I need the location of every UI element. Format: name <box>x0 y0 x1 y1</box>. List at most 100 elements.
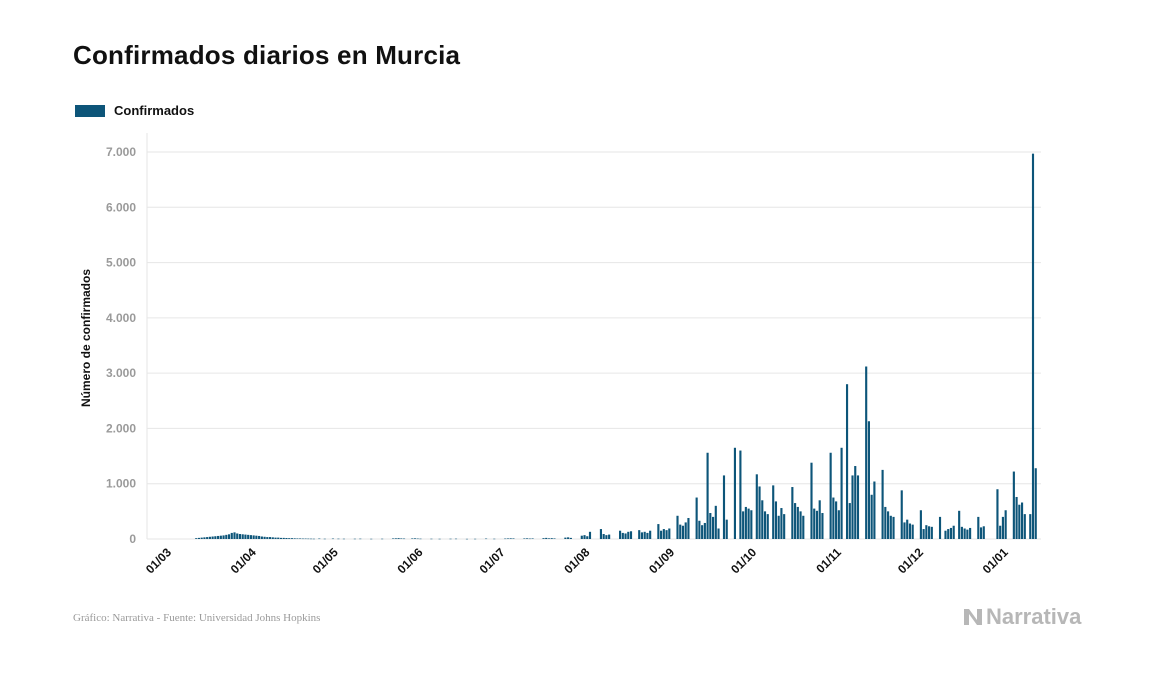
bar <box>640 532 644 539</box>
bar <box>526 538 529 539</box>
bar <box>318 538 321 540</box>
bar <box>982 526 985 539</box>
bar <box>222 535 225 539</box>
bar <box>449 538 452 540</box>
bar <box>1018 504 1021 539</box>
bar <box>911 524 914 539</box>
bar <box>504 538 507 540</box>
bar <box>665 530 668 539</box>
bar <box>709 513 712 539</box>
bar <box>195 538 198 539</box>
x-tick-label: 01/11 <box>813 545 844 576</box>
bar <box>219 535 222 539</box>
narrativa-logo-icon <box>964 609 982 625</box>
x-tick-label: 01/09 <box>646 545 677 576</box>
bar <box>359 538 362 540</box>
bar <box>523 538 526 539</box>
bar <box>236 533 239 539</box>
bar <box>312 538 315 540</box>
bar <box>884 506 887 539</box>
bar <box>952 525 955 539</box>
bar <box>217 535 220 539</box>
bar <box>638 530 641 539</box>
bar <box>802 515 805 539</box>
bar <box>960 526 963 539</box>
bar <box>337 538 340 540</box>
y-tick-label: 1.000 <box>106 477 136 491</box>
bar <box>854 466 857 539</box>
bar <box>197 537 201 539</box>
bar <box>206 537 209 539</box>
bar <box>263 536 266 539</box>
bar <box>717 528 720 539</box>
bar <box>258 535 261 539</box>
bar <box>818 500 821 539</box>
bar <box>840 447 843 539</box>
bar <box>1023 514 1026 539</box>
bar <box>887 511 890 539</box>
bar <box>774 501 778 539</box>
bar <box>304 538 307 540</box>
bar <box>761 500 764 539</box>
bar <box>681 525 685 539</box>
bar <box>629 531 633 539</box>
bar <box>821 513 824 539</box>
bar <box>1015 496 1018 539</box>
bar <box>829 452 832 539</box>
bar <box>695 497 698 539</box>
bar <box>247 534 250 539</box>
bar <box>963 528 966 539</box>
bar <box>649 530 652 539</box>
bar <box>509 538 512 539</box>
bar <box>567 537 570 539</box>
bar <box>1004 510 1007 539</box>
bar <box>531 538 534 539</box>
bar <box>996 489 999 539</box>
bar <box>865 366 868 539</box>
bar <box>392 538 395 539</box>
bar <box>608 534 611 539</box>
y-tick-label: 7.000 <box>106 145 136 159</box>
x-tick-label: 01/06 <box>395 545 426 576</box>
bar <box>342 538 345 540</box>
bar <box>733 447 736 539</box>
x-tick-label: 01/10 <box>728 545 759 576</box>
bar <box>851 475 854 539</box>
bar <box>266 537 269 539</box>
bar <box>285 538 288 539</box>
bar <box>203 537 206 539</box>
chart-title: Confirmados diarios en Murcia <box>73 40 461 70</box>
bar <box>903 522 906 539</box>
bar <box>288 538 291 539</box>
bar <box>290 538 293 539</box>
bar <box>227 534 231 539</box>
bar <box>438 538 441 540</box>
bar <box>627 531 630 539</box>
bar <box>755 474 758 539</box>
bar <box>241 534 244 539</box>
bar <box>419 538 422 540</box>
y-axis-title: Número de confirmados <box>79 269 93 407</box>
bar <box>586 536 589 539</box>
bar <box>660 530 663 539</box>
bar <box>706 452 709 539</box>
bar <box>397 538 400 539</box>
bar <box>867 421 870 539</box>
bar <box>900 490 903 539</box>
bar <box>657 524 660 539</box>
bar <box>279 537 283 539</box>
grid-lines <box>146 133 1041 540</box>
bar <box>474 538 477 540</box>
bar <box>282 537 285 539</box>
bar <box>845 384 849 539</box>
bar <box>783 514 786 539</box>
bar <box>744 506 747 539</box>
bar <box>547 538 551 539</box>
bar <box>889 515 892 539</box>
bar <box>919 510 922 539</box>
bar <box>881 469 884 539</box>
bar <box>411 538 414 539</box>
bar <box>870 494 873 539</box>
bar <box>252 535 255 539</box>
bar <box>465 538 469 540</box>
